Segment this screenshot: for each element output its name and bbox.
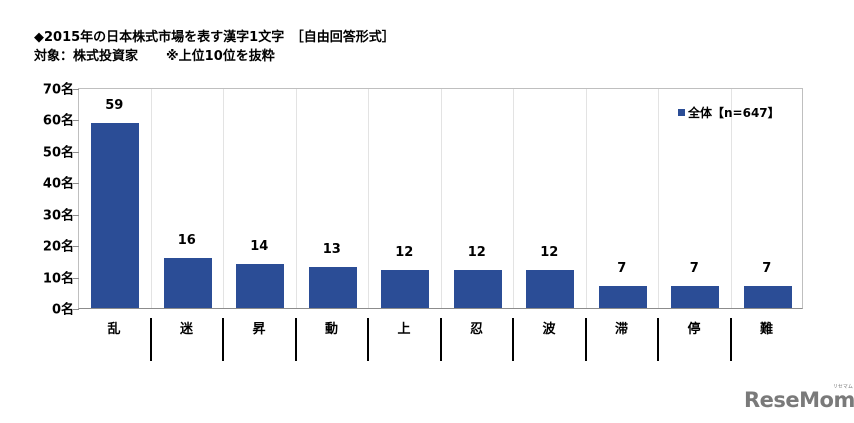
legend: 全体【n=647】	[678, 104, 780, 121]
gridline	[440, 89, 442, 308]
gridline	[223, 89, 224, 308]
y-tick	[73, 214, 79, 216]
x-category-label: 上	[397, 322, 411, 337]
x-category-separator	[149, 318, 152, 361]
data-label: 12	[467, 245, 486, 261]
data-label: 59	[105, 97, 124, 113]
x-category-label: 波	[542, 322, 556, 337]
y-tick	[73, 277, 79, 279]
x-category-label: 停	[687, 322, 701, 337]
y-tick-label: 60名	[42, 113, 74, 129]
y-tick	[73, 120, 79, 122]
y-tick	[73, 89, 79, 90]
resemom-logo: ReseMom リセマム	[744, 384, 854, 412]
y-tick	[73, 183, 79, 185]
bar-忍	[453, 270, 502, 308]
target-audience: 対象：株式投資家	[34, 49, 139, 64]
data-label: 7	[762, 261, 772, 276]
gridline	[150, 89, 152, 308]
data-label: 14	[250, 239, 269, 254]
chart-title: ◆2015年の日本株式市場を表す漢字1文字 ［自由回答形式］	[34, 30, 395, 45]
x-category-label: 乱	[107, 322, 121, 337]
gridline	[658, 89, 659, 308]
data-label: 12	[540, 245, 559, 261]
x-category-separator	[657, 318, 659, 361]
y-tick	[73, 151, 79, 153]
data-label: 7	[689, 261, 699, 276]
data-label: 12	[395, 245, 414, 261]
x-category-label: 迷	[179, 322, 193, 337]
x-category-separator	[512, 318, 514, 361]
bar-滞	[598, 286, 647, 308]
logo-text: ReseMom	[744, 388, 854, 412]
bar-動	[308, 267, 357, 308]
data-label: 7	[617, 261, 627, 276]
bar-乱	[91, 122, 140, 308]
y-tick	[73, 246, 79, 248]
gridline	[368, 89, 369, 308]
y-tick-label: 30名	[42, 208, 74, 224]
y-tick-label: 10名	[42, 271, 74, 287]
legend-label: 全体【n=647】	[688, 106, 780, 120]
bar-停	[671, 286, 720, 308]
x-category-label: 難	[759, 322, 773, 337]
x-category-separator	[367, 318, 369, 361]
x-category-separator	[222, 318, 224, 361]
y-tick-label: 70名	[42, 82, 74, 98]
x-category-separator	[729, 318, 732, 361]
x-category-label: 動	[324, 322, 338, 337]
y-tick-label: 50名	[42, 145, 74, 161]
x-category-label: 昇	[252, 322, 266, 337]
y-tick	[73, 309, 79, 310]
y-tick-label: 0名	[51, 302, 74, 318]
gridline	[295, 89, 297, 308]
logo-kana: リセマム	[832, 384, 853, 390]
legend-swatch	[678, 109, 685, 116]
bar-昇	[236, 264, 285, 308]
plot-area	[73, 88, 803, 310]
chart-subtitle: 対象：株式投資家 ※上位10位を抜粋	[34, 45, 275, 64]
chart-note: ※上位10位を抜粋	[166, 49, 275, 64]
x-category-label: 滞	[614, 322, 628, 337]
bar-波	[526, 270, 575, 308]
data-label: 16	[177, 232, 196, 248]
y-tick-label: 20名	[42, 239, 74, 255]
x-category-separator	[584, 318, 587, 361]
gridline	[585, 89, 587, 308]
gridline	[513, 89, 514, 308]
bar-上	[381, 270, 430, 308]
data-label: 13	[322, 242, 341, 258]
y-tick-label: 40名	[42, 176, 74, 192]
x-category-separator	[439, 318, 442, 361]
x-category-separator	[294, 318, 297, 361]
bar-難	[743, 286, 792, 308]
x-category-label: 忍	[469, 322, 483, 337]
gridline	[730, 89, 732, 308]
bar-迷	[163, 257, 212, 308]
